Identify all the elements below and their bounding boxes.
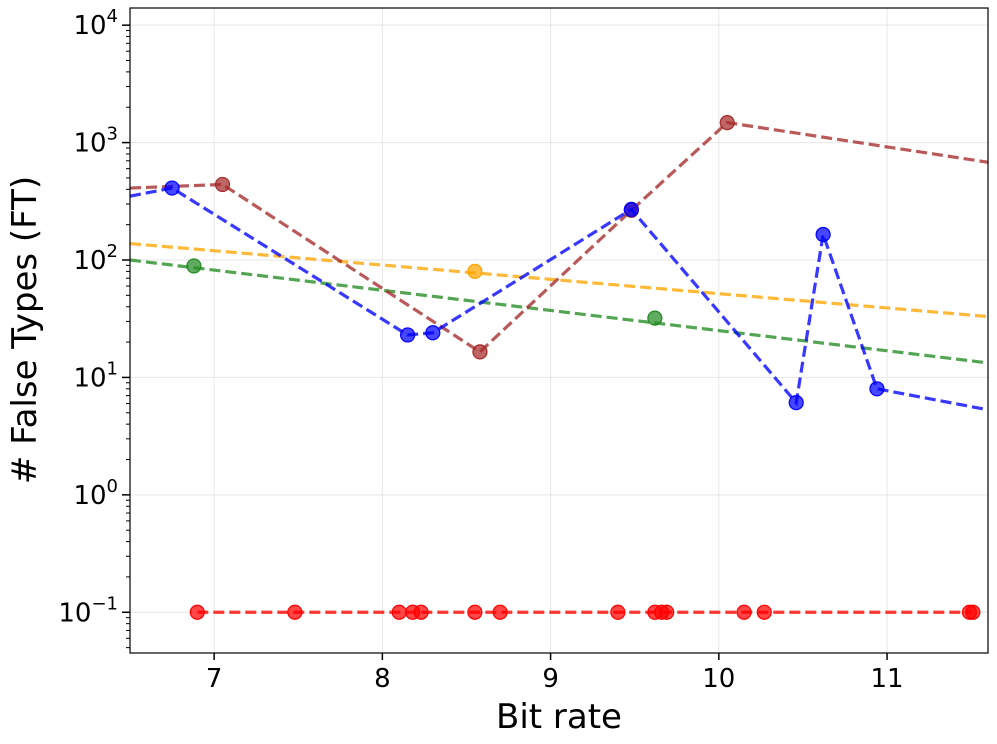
y-tick-label-base: 10 <box>73 481 106 511</box>
series-point-blue <box>399 327 416 343</box>
y-tick-label: 102 <box>73 241 118 276</box>
series-point-red <box>659 604 675 620</box>
x-tick-label: 11 <box>871 664 904 694</box>
series-point-green <box>647 310 663 326</box>
series-point-blue <box>869 381 885 397</box>
series-point-blue <box>623 201 639 217</box>
y-tick-label: 10−1 <box>58 593 118 628</box>
series-line-brown <box>130 120 988 354</box>
y-tick-label: 101 <box>73 358 118 393</box>
y-tick-label: 104 <box>73 6 118 41</box>
x-axis-label: Bit rate <box>496 697 622 737</box>
y-tick-label: 103 <box>73 124 118 159</box>
series-point-blue <box>164 180 180 196</box>
plot-background <box>130 8 988 653</box>
y-tick-label-exponent: 1 <box>107 358 118 379</box>
x-tick-label: 9 <box>542 664 559 694</box>
series-point-orange <box>467 263 483 279</box>
y-tick-label-base: 10 <box>73 129 106 159</box>
series-point-blue <box>788 395 804 411</box>
series-point-brown <box>719 114 735 131</box>
y-tick-label: 100 <box>73 476 118 511</box>
series-point-red <box>736 604 752 620</box>
series-point-red <box>391 604 407 620</box>
series-point-red <box>189 604 205 620</box>
series-point-red <box>610 604 626 620</box>
series-point-blue <box>425 325 441 341</box>
series-point-red <box>467 604 483 620</box>
series-point-green <box>186 258 202 274</box>
x-tick-label: 10 <box>702 664 735 694</box>
x-tick-label: 8 <box>374 664 391 694</box>
x-tick-label: 7 <box>206 664 223 694</box>
y-tick-label-exponent: 4 <box>107 6 118 27</box>
y-tick-label-exponent: −1 <box>91 593 118 614</box>
series-point-brown <box>472 344 488 360</box>
y-tick-label-exponent: 2 <box>107 241 118 262</box>
y-tick-label-exponent: 0 <box>107 476 118 497</box>
y-tick-label-base: 10 <box>58 598 91 628</box>
series-point-red <box>965 604 981 620</box>
series-point-red <box>492 604 508 620</box>
series-line-green <box>130 258 988 365</box>
series-point-brown <box>214 176 231 193</box>
plot-frame <box>129 7 989 654</box>
series-layer <box>130 114 988 620</box>
y-tick-label-base: 10 <box>73 363 106 393</box>
y-tick-label-base: 10 <box>73 246 106 276</box>
series-point-blue <box>815 226 831 243</box>
series-point-red <box>287 604 303 620</box>
series-point-red <box>413 604 429 620</box>
y-axis-label: # False Types (FT) <box>5 176 45 484</box>
y-tick-label-exponent: 3 <box>107 124 118 145</box>
y-tick-label-base: 10 <box>73 11 106 41</box>
series-point-red <box>756 604 772 620</box>
